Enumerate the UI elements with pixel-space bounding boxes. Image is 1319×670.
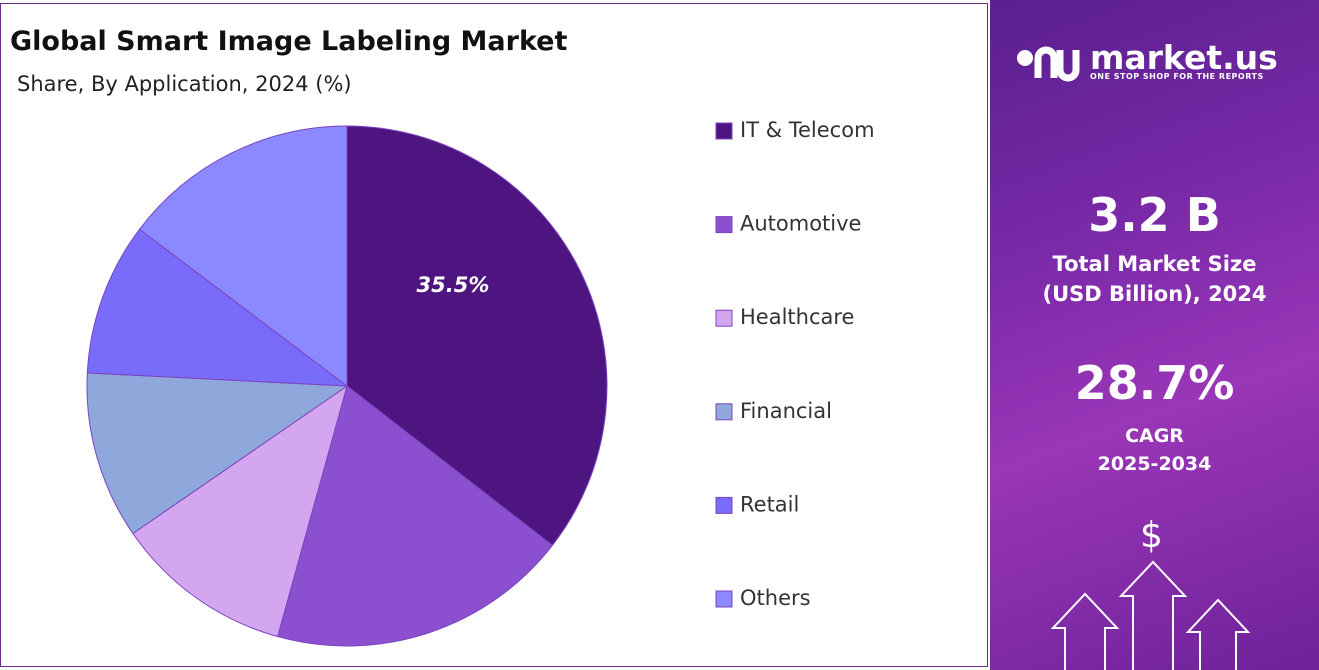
pie-slice: [86, 372, 349, 535]
cagr: 28.7%: [1074, 356, 1235, 410]
pie-slice: [276, 385, 554, 647]
pie-slice: [132, 384, 348, 638]
legend-swatch: [715, 309, 733, 327]
pie-slice: [138, 125, 348, 388]
legend-swatch: [715, 122, 733, 140]
legend-label: Financial: [740, 399, 832, 423]
tagline: ONE STOP SHOP FOR THE REPORTS: [1090, 72, 1264, 81]
market-size-label: Total Market Size: [1052, 252, 1257, 276]
cagr-label: CAGR: [1125, 425, 1184, 447]
legend-label: IT & Telecom: [740, 118, 875, 142]
logo-mark: [1034, 46, 1080, 82]
chart-title: Global Smart Image Labeling Market: [10, 26, 568, 57]
market-size: 3.2 B: [1088, 188, 1221, 242]
pie-slice: [346, 125, 608, 547]
logo-dot: [1017, 50, 1033, 66]
chart: 35.5% IT & Telecom Automotive Healthcare Fin…: [86, 118, 875, 647]
market-size-label: (USD Billion), 2024: [1042, 282, 1267, 306]
legend-label: Retail: [740, 492, 799, 516]
legend-swatch: [715, 403, 733, 421]
legend-label: Healthcare: [740, 305, 854, 329]
logo: market.us: [1090, 38, 1278, 77]
chart-frame: [0, 3, 988, 667]
data-label: 35.5%: [417, 273, 490, 297]
legend-label: Others: [740, 586, 811, 610]
cagr-period: 2025-2034: [1097, 453, 1212, 475]
dollar-icon: $: [1140, 515, 1163, 556]
legend-swatch: [715, 496, 733, 514]
arrows: [1050, 560, 1251, 670]
decor: [1017, 46, 1251, 670]
legend-swatch: [715, 216, 733, 234]
chart-subtitle: Share, By Application, 2024 (%): [17, 72, 352, 96]
sidebar: market.us ONE STOP SHOP FOR THE REPORTS …: [990, 0, 1319, 670]
legend-label: Automotive: [740, 212, 861, 236]
pie-slice: [86, 228, 349, 387]
legend-swatch: [715, 590, 733, 608]
